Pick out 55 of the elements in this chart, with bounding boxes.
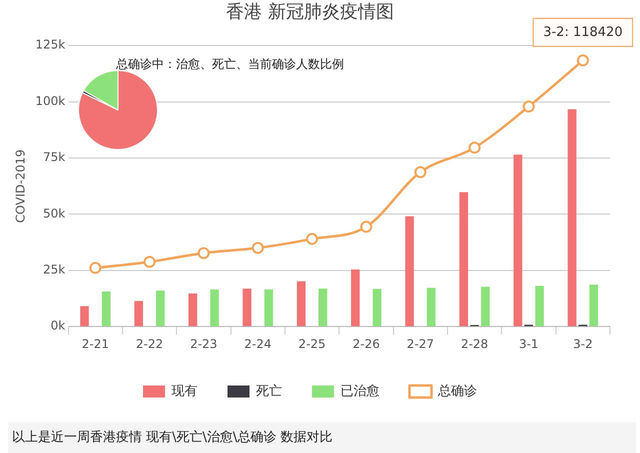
bar [372,288,382,326]
bar [102,292,111,326]
x-tick-label: 3-1 [518,336,539,351]
bar [210,290,219,326]
x-tick-label: 2-23 [190,336,218,351]
bar [459,192,468,326]
legend-label: 死亡 [256,382,282,399]
y-tick-label: 50k [43,206,66,220]
bar [188,294,198,326]
chart-title: 香港 新冠肺炎疫情图 [226,1,394,22]
x-tick-label: 2-22 [136,336,164,351]
point [576,54,589,66]
x-tick-label: 2-26 [352,336,380,351]
bar [481,286,490,326]
legend-label: 现有 [172,384,198,399]
bar [351,270,360,326]
y-tick-label: 100k [35,94,66,108]
bar [426,288,436,326]
annotation: 3-2: 118420 [543,24,623,40]
point [144,256,156,268]
point [89,262,102,274]
bar [405,216,414,326]
bar [134,300,144,326]
y-axis-title: COVID-2019 [13,149,28,223]
bar [156,290,165,326]
legend-label: 已治愈 [340,384,380,399]
x-tick-label: 3-2 [573,336,593,351]
y-tick-label: 0k [50,318,66,333]
point [306,232,318,245]
bar [296,281,306,326]
point [468,142,481,154]
bar [80,306,89,326]
bar [568,109,576,326]
x-tick-label: 2-25 [298,336,326,351]
bar [589,284,598,326]
y-tick-label: 25k [43,262,66,277]
point [252,242,264,254]
point [522,100,535,113]
x-tick-label: 2-21 [82,336,109,351]
bar [264,290,274,326]
point [198,247,210,260]
legend-label: 总确诊 [437,384,477,399]
text: 以上是近一周香港疫情 现有\死亡\治愈\总确诊 数据对比 [8,422,636,453]
bar [514,154,522,326]
x-tick-label: 2-27 [406,336,434,351]
x-tick-label: 2-28 [460,336,488,351]
text: 总确诊中：治愈、死亡、当前确诊人数比例 [116,56,344,73]
bar [318,288,328,326]
bar [242,288,252,326]
point [360,220,372,233]
y-tick-label: 75k [43,150,66,164]
bar [535,286,544,326]
point [414,166,426,178]
y-tick-label: 125k [35,38,66,52]
x-tick-label: 2-24 [244,336,272,351]
